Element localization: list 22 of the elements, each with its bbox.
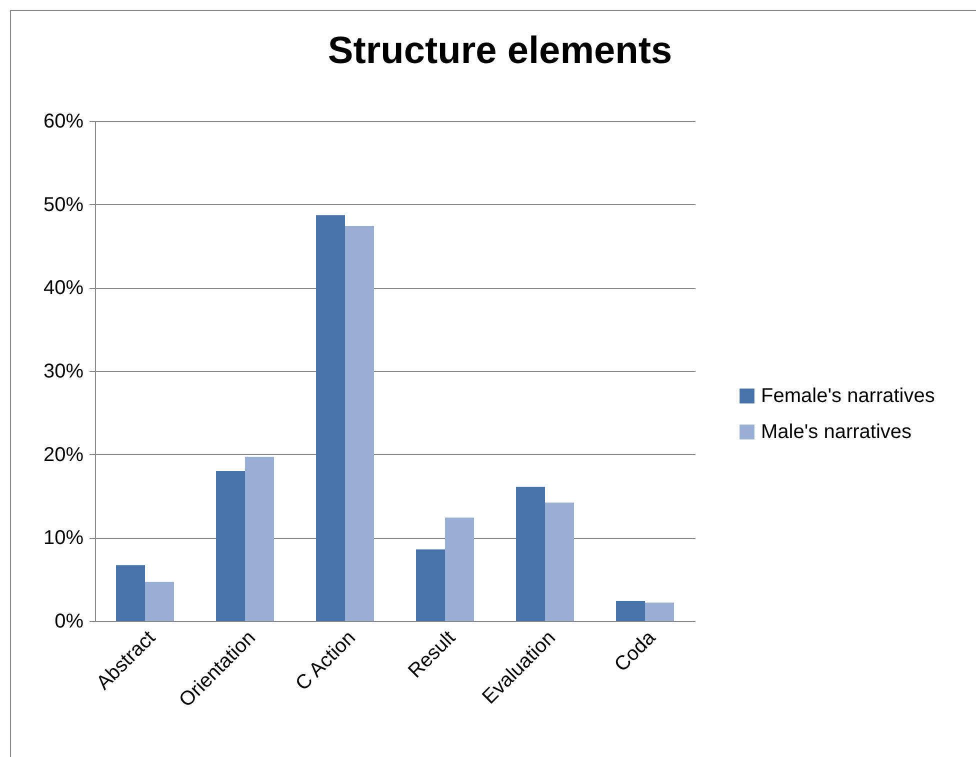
bar (416, 549, 445, 621)
bar (345, 226, 374, 621)
bar (116, 565, 145, 621)
y-tick-label: 40% (43, 277, 84, 300)
y-tick-label: 0% (54, 610, 84, 632)
chart-title: Structure elements (328, 30, 672, 72)
y-tick-label: 20% (43, 444, 84, 466)
bar (616, 601, 645, 621)
bar (516, 486, 545, 621)
y-tick-label: 30% (43, 360, 84, 382)
y-tick-label: 60% (43, 110, 84, 132)
y-tick-label: 50% (43, 194, 84, 216)
bar (145, 582, 174, 621)
bar (245, 456, 274, 621)
bar (216, 471, 245, 621)
y-tick-label: 10% (43, 527, 84, 550)
legend-label: Male's narratives (761, 421, 912, 443)
bar (545, 502, 574, 621)
legend-label: Female's narratives (761, 385, 935, 407)
bar (645, 602, 674, 621)
bar (316, 215, 345, 621)
bar (445, 518, 474, 621)
